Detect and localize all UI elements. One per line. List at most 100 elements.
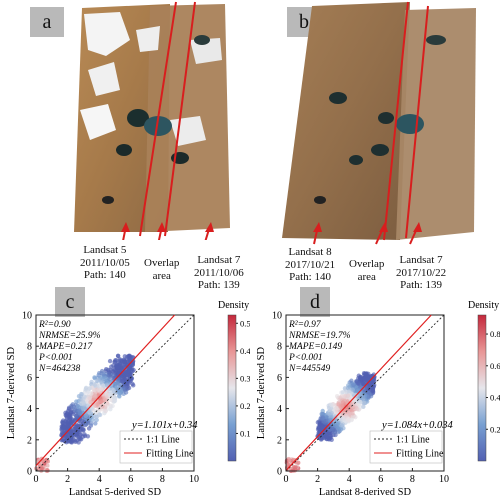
data-point xyxy=(346,418,351,423)
data-point xyxy=(90,417,95,422)
legend-label: 1:1 Line xyxy=(396,435,430,446)
data-point xyxy=(86,426,92,431)
caption-line: 2017/10/22 xyxy=(396,266,447,279)
data-point xyxy=(83,387,88,392)
y-tick-label: 6 xyxy=(277,373,282,384)
y-tick-label: 8 xyxy=(27,342,32,353)
data-point xyxy=(88,399,93,405)
x-tick-label: 4 xyxy=(97,474,102,485)
data-point xyxy=(87,396,93,401)
stat-text: N=445549 xyxy=(288,364,330,374)
data-point xyxy=(340,403,345,408)
x-tick-label: 0 xyxy=(34,474,39,485)
data-point xyxy=(328,405,334,411)
data-point xyxy=(338,427,344,432)
data-point xyxy=(362,371,368,376)
data-point xyxy=(334,393,340,399)
stat-text: MAPE=0.149 xyxy=(288,342,342,352)
data-point xyxy=(107,392,113,398)
stat-text: N=464238 xyxy=(38,364,80,374)
data-point xyxy=(361,400,367,406)
data-point xyxy=(333,414,338,419)
stat-text: P<0.001 xyxy=(288,353,323,363)
satellite-image-a xyxy=(74,1,230,240)
data-point xyxy=(87,386,92,391)
data-point xyxy=(351,403,356,408)
caption-line: area xyxy=(357,270,376,283)
data-point xyxy=(346,383,351,388)
data-point xyxy=(357,399,363,405)
data-point xyxy=(126,366,131,371)
x-tick-label: 6 xyxy=(128,474,133,485)
data-point xyxy=(350,381,356,386)
data-point xyxy=(124,372,130,378)
data-point xyxy=(60,431,65,436)
data-point xyxy=(318,436,323,441)
y-tick-label: 8 xyxy=(277,342,282,353)
data-point xyxy=(78,436,83,441)
colorbar-tick-label: 0.6 xyxy=(490,361,500,371)
caption-line: Path: 140 xyxy=(289,271,331,283)
x-tick-label: 4 xyxy=(347,474,352,485)
data-point xyxy=(110,387,116,392)
plot-frame xyxy=(35,314,195,472)
caption-line: 2011/10/06 xyxy=(194,266,244,279)
data-point xyxy=(350,411,355,416)
panel-label-d: d xyxy=(300,287,330,317)
colorbar xyxy=(477,314,487,462)
y-tick-label: 4 xyxy=(27,404,32,415)
data-point xyxy=(96,378,101,383)
stat-text: MAPE=0.217 xyxy=(38,342,93,352)
data-point xyxy=(368,394,374,399)
data-point xyxy=(362,394,367,399)
caption-line: Landsat 8 xyxy=(288,246,332,258)
colorbar-tick-label: 0.1 xyxy=(240,428,250,438)
data-point xyxy=(89,379,94,385)
caption-line: Overlap xyxy=(349,258,385,270)
y-axis-label: Landsat 7-derived SD xyxy=(256,347,267,440)
data-point xyxy=(125,386,130,391)
data-point xyxy=(339,423,344,428)
data-point xyxy=(89,391,94,396)
stat-text: R²=0.90 xyxy=(38,320,71,330)
x-tick-label: 2 xyxy=(315,474,320,485)
data-point xyxy=(112,360,117,365)
data-point xyxy=(103,408,108,414)
data-point xyxy=(83,413,89,419)
panel-label-c: c xyxy=(55,287,85,317)
one-to-one-line xyxy=(35,314,195,472)
data-point xyxy=(324,434,330,440)
data-point xyxy=(370,388,375,393)
caption-line: Path: 140 xyxy=(83,269,126,281)
y-tick-label: 2 xyxy=(277,435,282,446)
data-point xyxy=(361,381,366,386)
data-point xyxy=(94,414,99,419)
data-point xyxy=(94,417,99,423)
fit-equation: y=1.101x+0.34 xyxy=(131,420,198,431)
data-point xyxy=(126,381,131,386)
colorbar-tick-label: 0.4 xyxy=(240,346,250,356)
fitting-line xyxy=(35,314,176,467)
data-point xyxy=(129,369,134,374)
data-point xyxy=(115,381,120,386)
stat-text: NRMSE=19.7% xyxy=(288,331,351,341)
caption-line: Path: 139 xyxy=(197,279,240,291)
data-point xyxy=(115,365,120,370)
data-point xyxy=(115,353,121,359)
data-point xyxy=(333,423,338,429)
stat-text: R²=0.97 xyxy=(288,320,322,330)
data-point xyxy=(123,390,129,395)
data-point xyxy=(39,466,44,471)
legend-label: Fitting Line xyxy=(146,449,194,460)
data-point xyxy=(92,375,97,380)
x-tick-label: 8 xyxy=(410,474,415,485)
legend-label: Fitting Line xyxy=(396,449,444,460)
x-axis-label: Landsat 5-derived SD xyxy=(69,487,162,498)
caption-line: 2017/10/21 xyxy=(285,258,336,271)
data-point xyxy=(85,420,91,425)
data-point xyxy=(119,376,125,381)
y-tick-label: 0 xyxy=(277,467,282,478)
data-point xyxy=(296,460,301,465)
data-point xyxy=(329,437,334,442)
legend-box xyxy=(369,430,443,464)
